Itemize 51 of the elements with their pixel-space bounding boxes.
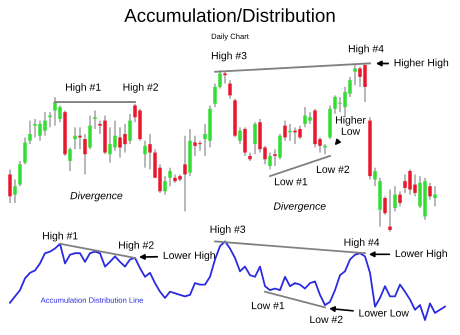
candlestick bbox=[28, 120, 32, 145]
candlestick bbox=[228, 79, 232, 100]
candlestick bbox=[353, 64, 357, 86]
candlestick bbox=[143, 140, 147, 168]
candlestick bbox=[23, 136, 27, 166]
annotation: Low #2 bbox=[316, 166, 350, 174]
annotation: Lower High bbox=[396, 249, 447, 260]
annotation: Low #2 bbox=[310, 316, 343, 324]
annotation: High #1 bbox=[66, 83, 101, 93]
candlestick bbox=[253, 122, 257, 155]
candlestick bbox=[278, 133, 282, 160]
candlestick bbox=[283, 120, 287, 142]
text: High #4 bbox=[348, 44, 384, 54]
candlestick bbox=[93, 110, 97, 130]
text: High #3 bbox=[212, 52, 246, 62]
candlestick bbox=[268, 152, 272, 170]
candlestick bbox=[83, 133, 87, 176]
annotation: Lower Low bbox=[359, 309, 409, 317]
candlestick bbox=[288, 123, 292, 142]
candlestick bbox=[128, 113, 132, 145]
annotation: Divergence bbox=[274, 202, 326, 212]
annotation: High #3 bbox=[210, 225, 246, 235]
candlestick bbox=[68, 146, 72, 172]
candlestick bbox=[403, 174, 407, 194]
candlestick bbox=[13, 178, 17, 204]
annotation: Divergence bbox=[70, 192, 122, 202]
candlestick bbox=[168, 166, 172, 187]
candlestick bbox=[8, 168, 12, 204]
candlestick bbox=[218, 69, 222, 90]
annotation: High #2 bbox=[124, 83, 158, 93]
annotation: Higher Low bbox=[336, 116, 366, 135]
annotation: High #2 bbox=[119, 241, 154, 251]
annotation: High #1 bbox=[43, 232, 78, 242]
candlestick bbox=[373, 166, 377, 187]
annotation: Higher High bbox=[394, 58, 448, 68]
candlestick bbox=[243, 126, 247, 157]
candlestick bbox=[213, 82, 217, 108]
candlestick bbox=[148, 133, 152, 170]
candlestick bbox=[273, 148, 277, 167]
candlestick bbox=[398, 190, 402, 208]
chart-title: Accumulation/Distribution bbox=[124, 8, 335, 22]
candlestick bbox=[428, 182, 432, 200]
annotation: Low #1 bbox=[274, 178, 308, 186]
annotation: High #4 bbox=[344, 238, 380, 248]
annotation: Lower High bbox=[164, 251, 215, 262]
annotation: Low #1 bbox=[252, 302, 284, 310]
candlestick bbox=[318, 136, 322, 154]
candlestick bbox=[78, 126, 82, 150]
candlestick bbox=[238, 126, 242, 145]
candlestick bbox=[393, 186, 397, 212]
candlestick bbox=[183, 135, 187, 212]
